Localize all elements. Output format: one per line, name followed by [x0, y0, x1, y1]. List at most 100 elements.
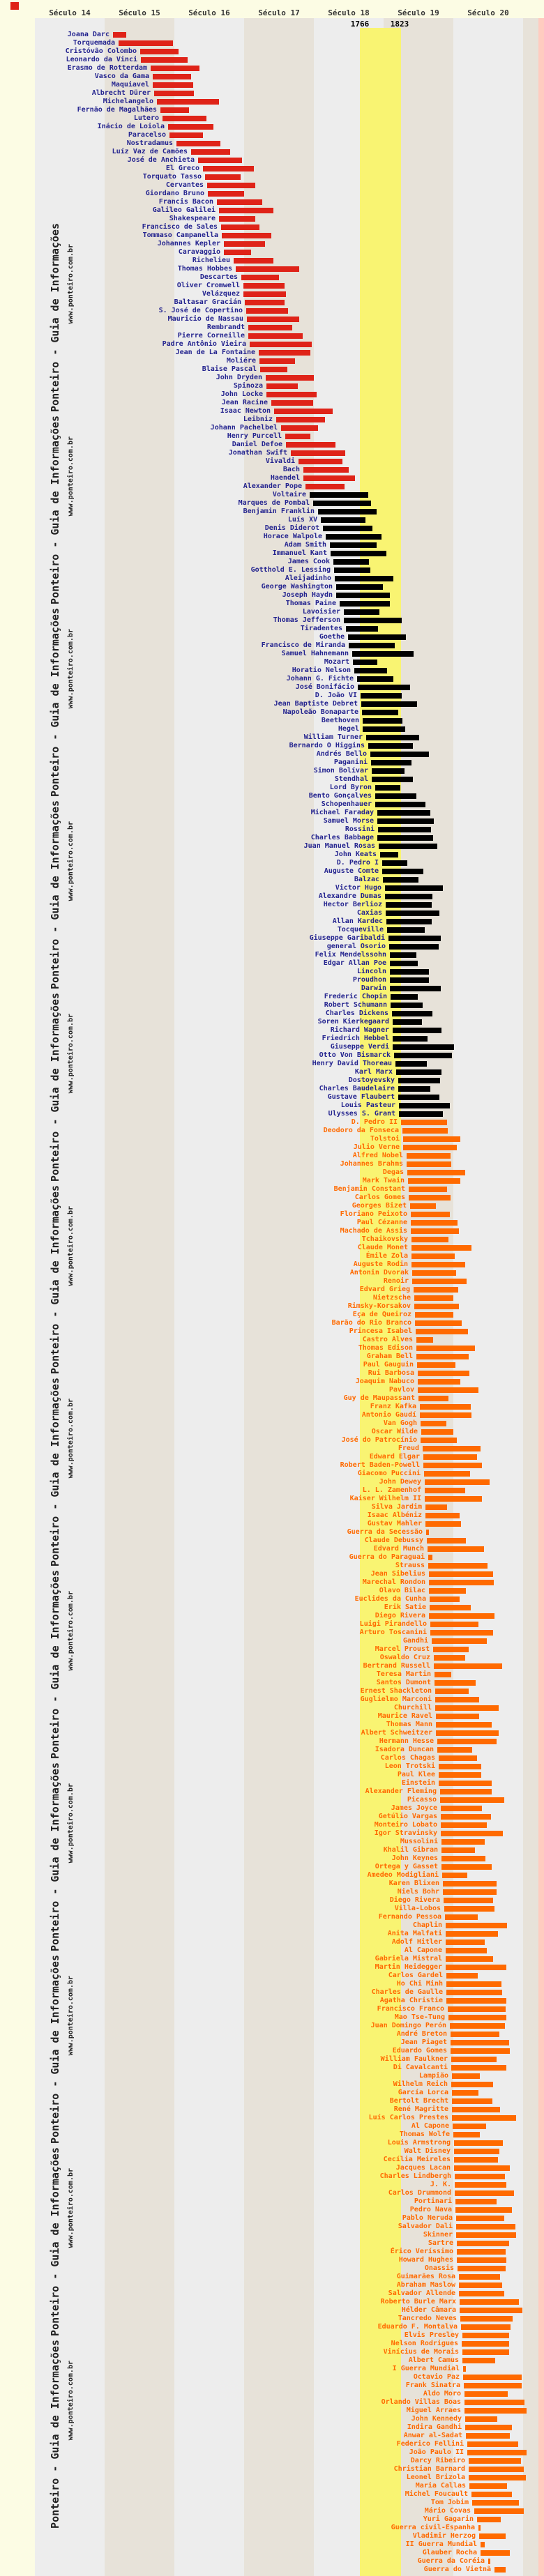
century-label: Século 17	[258, 8, 300, 17]
person-name: Samuel Hahnemann	[281, 650, 349, 657]
person-row: general Osorio	[0, 943, 544, 951]
person-row: Joana Darc	[0, 31, 544, 39]
person-name: John Dryden	[216, 374, 262, 381]
person-name: Tom Jobim	[430, 2499, 469, 2506]
person-row: Maurice Ravel	[0, 1712, 544, 1721]
person-name: Jean de La Fontaine	[175, 349, 255, 356]
lifespan-bar	[140, 49, 179, 54]
person-name: Al Capone	[411, 2122, 449, 2130]
person-row: Andrés Bello	[0, 750, 544, 759]
person-name: Louis Pasteur	[340, 1102, 395, 1109]
lifespan-bar	[460, 2299, 519, 2305]
person-name: Stendhal	[334, 775, 368, 783]
lifespan-bar	[420, 1404, 471, 1410]
person-row: Al Capone	[0, 1946, 544, 1955]
lifespan-bar	[457, 2257, 506, 2263]
person-name: Olavo Bilac	[379, 1587, 425, 1594]
lifespan-bar	[157, 99, 219, 105]
person-row: Richard Wagner	[0, 1026, 544, 1035]
person-row: Guerra da Coréia	[0, 2557, 544, 2566]
person-row: Claude Debussy	[0, 1537, 544, 1545]
person-name: Charles Baudelaire	[319, 1085, 395, 1092]
person-row: Tiradentes	[0, 625, 544, 633]
person-row: Fernando Pessoa	[0, 1913, 544, 1921]
lifespan-bar	[455, 2190, 514, 2196]
person-name: Michel Foucault	[405, 2490, 468, 2498]
person-name: Al Capone	[404, 1946, 442, 1954]
person-row: Oliver Cromwell	[0, 282, 544, 290]
person-row: Glauber Rocha	[0, 2549, 544, 2557]
lifespan-bar	[439, 1781, 492, 1786]
lifespan-bar	[446, 1956, 493, 1962]
person-name: William Faulkner	[380, 2055, 448, 2063]
person-row: Elvis Presley	[0, 2331, 544, 2340]
person-name: Cecília Meireles	[383, 2156, 451, 2163]
lifespan-bar	[477, 2517, 501, 2522]
person-name: Alexandre Dumas	[318, 892, 381, 900]
person-row: Jacques Lacan	[0, 2164, 544, 2172]
person-name: Indira Gandhi	[407, 2423, 462, 2431]
person-name: Schopenhauer	[321, 800, 372, 808]
lifespan-bar	[383, 877, 418, 883]
person-name: Charles Dickens	[325, 1009, 388, 1017]
person-name: Rossini	[345, 825, 375, 833]
lifespan-bar	[362, 710, 398, 715]
person-name: Gustav Mahler	[367, 1520, 422, 1527]
person-name: Paganini	[333, 759, 368, 766]
lifespan-bar	[368, 743, 413, 749]
lifespan-bar	[469, 2483, 507, 2489]
person-name: Francisco Franco	[377, 2005, 444, 2013]
lifespan-bar	[321, 517, 365, 523]
lifespan-bar	[455, 2207, 512, 2213]
century-label: Século 18	[328, 8, 370, 17]
lifespan-bar	[399, 1103, 450, 1108]
person-row: Benjamin Franklin	[0, 508, 544, 516]
person-row: Francis Bacon	[0, 198, 544, 206]
lifespan-bar	[462, 2333, 509, 2338]
person-row: Napoleão Bonaparte	[0, 708, 544, 717]
lifespan-bar	[388, 936, 441, 941]
person-row: Antonio Gaudí	[0, 1411, 544, 1419]
person-row: Marechal Rondon	[0, 1578, 544, 1587]
lifespan-bar	[219, 208, 273, 213]
lifespan-bar	[409, 1195, 451, 1201]
person-row: Felix Mendelssohn	[0, 951, 544, 959]
person-name: Robert Schumann	[324, 1001, 387, 1009]
person-row: Baltasar Gracián	[0, 298, 544, 307]
person-row: J. K.	[0, 2181, 544, 2189]
lifespan-bar	[407, 1161, 451, 1167]
person-row: Giuseppe Garibaldi	[0, 934, 544, 943]
person-name: Auguste Rodin	[353, 1260, 408, 1268]
person-row: Johann Pachelbel	[0, 424, 544, 432]
person-name: André Breton	[396, 2030, 447, 2038]
lifespan-bar	[414, 1304, 459, 1309]
lifespan-bar	[452, 2098, 492, 2104]
lifespan-bar	[437, 1747, 472, 1753]
lifespan-bar	[271, 400, 313, 406]
lifespan-bar	[460, 2316, 513, 2322]
person-row: Federico Fellini	[0, 2440, 544, 2448]
person-name: Di Cavalcanti	[393, 2064, 448, 2071]
person-name: Onassis	[424, 2264, 454, 2272]
person-name: Bertrand Russell	[363, 1662, 430, 1670]
lifespan-bar	[437, 1739, 497, 1744]
person-name: I Guerra Mundial	[392, 2365, 460, 2372]
person-name: Samuel Morse	[323, 817, 374, 825]
lifespan-bar	[435, 1689, 469, 1694]
person-row: Lampião	[0, 2072, 544, 2080]
person-name: general Osorio	[326, 943, 386, 950]
person-row: Erasmo de Rotterdam	[0, 64, 544, 73]
lifespan-bar	[377, 835, 433, 841]
century-label: Século 20	[467, 8, 509, 17]
person-row: Oscar Wilde	[0, 1428, 544, 1436]
person-row: Deodoro da Fonseca	[0, 1127, 544, 1135]
person-row: Alexander Pope	[0, 482, 544, 491]
person-row: Hector Berlioz	[0, 901, 544, 909]
lifespan-bar	[361, 701, 417, 707]
person-name: Eça de Queiroz	[352, 1311, 411, 1318]
person-row: Hélder Câmara	[0, 2306, 544, 2315]
person-name: Fernando Pessoa	[378, 1913, 441, 1921]
person-row: Simon Bolívar	[0, 767, 544, 775]
person-row: Leonardo da Vinci	[0, 56, 544, 64]
right-edge-strip	[538, 18, 544, 2576]
